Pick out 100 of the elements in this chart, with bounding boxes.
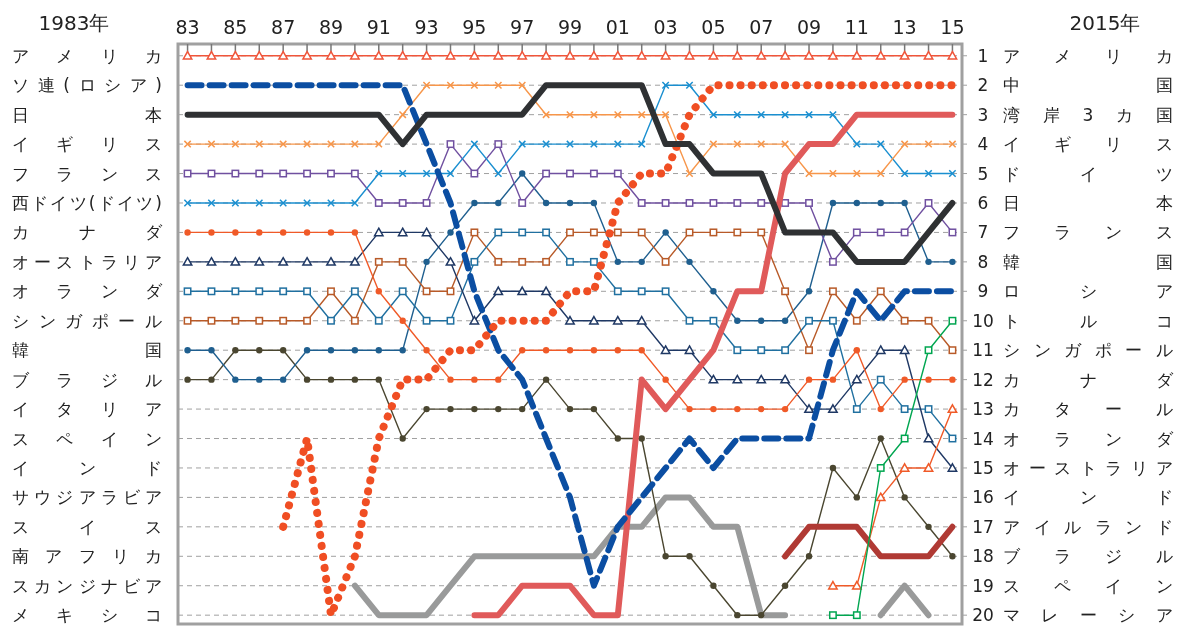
text: マレーシア xyxy=(1003,605,1173,626)
y-tick-label: 12 xyxy=(972,369,994,390)
point xyxy=(255,169,264,178)
point xyxy=(542,199,550,207)
point xyxy=(542,140,551,149)
text: 韓国 xyxy=(1003,251,1173,272)
point xyxy=(613,110,622,119)
point xyxy=(781,140,790,149)
point xyxy=(949,376,956,383)
y-tick-label: 2 xyxy=(977,75,989,96)
point xyxy=(518,140,527,149)
point xyxy=(876,464,885,472)
point xyxy=(542,257,551,266)
point xyxy=(827,50,838,60)
point xyxy=(853,346,861,354)
point xyxy=(780,374,791,384)
text: アメリカ xyxy=(12,45,162,66)
point xyxy=(183,287,192,296)
point xyxy=(399,346,406,354)
point xyxy=(397,227,408,237)
point xyxy=(303,140,312,149)
point xyxy=(876,140,885,149)
point xyxy=(470,228,479,237)
point xyxy=(519,405,526,413)
x-tick-label: 11 xyxy=(844,16,869,38)
x-tick-label: 87 xyxy=(271,16,296,38)
point xyxy=(518,199,527,207)
point xyxy=(326,256,336,266)
point xyxy=(733,199,742,207)
point xyxy=(373,227,384,237)
point xyxy=(805,288,813,295)
point xyxy=(661,199,670,207)
point xyxy=(470,169,479,178)
point xyxy=(661,81,670,90)
point xyxy=(206,256,217,266)
point xyxy=(613,228,622,237)
point xyxy=(614,258,622,266)
point xyxy=(232,346,239,354)
point xyxy=(422,316,431,325)
point xyxy=(805,316,813,325)
point xyxy=(183,140,192,149)
point xyxy=(542,376,550,383)
point xyxy=(565,50,575,60)
point xyxy=(374,169,383,178)
point xyxy=(207,287,216,296)
point xyxy=(637,228,646,237)
point xyxy=(851,374,862,384)
point xyxy=(471,376,478,383)
point xyxy=(734,611,741,619)
point xyxy=(230,50,241,60)
point xyxy=(756,50,767,60)
point xyxy=(423,405,430,413)
text: インド xyxy=(12,457,162,478)
point xyxy=(827,580,838,590)
text: スペイン xyxy=(1003,575,1173,596)
point xyxy=(447,376,454,383)
point xyxy=(184,229,191,236)
point xyxy=(685,228,694,237)
point xyxy=(590,405,598,413)
point xyxy=(255,140,264,149)
point xyxy=(614,435,622,442)
point xyxy=(375,346,382,354)
point xyxy=(924,405,933,414)
point xyxy=(279,316,288,325)
point xyxy=(494,169,503,178)
point xyxy=(566,228,574,237)
point xyxy=(398,199,407,207)
point xyxy=(374,316,383,325)
point xyxy=(590,346,598,354)
point xyxy=(851,50,862,60)
text: メキシコ xyxy=(12,605,162,626)
point xyxy=(637,199,646,207)
point xyxy=(638,346,645,354)
point xyxy=(685,169,694,178)
point xyxy=(757,199,766,207)
y-tick-label: 10 xyxy=(972,310,994,331)
point xyxy=(447,405,454,413)
point xyxy=(781,287,790,296)
point xyxy=(827,404,838,414)
text: シンガポール xyxy=(12,310,162,331)
text: 南アフリカ xyxy=(12,546,162,567)
point xyxy=(686,553,693,560)
point xyxy=(399,435,406,442)
point xyxy=(781,582,789,589)
point xyxy=(471,199,478,207)
point xyxy=(398,110,407,119)
point xyxy=(254,256,265,266)
y-tick-label: 14 xyxy=(972,428,994,449)
point xyxy=(710,288,717,295)
point xyxy=(900,169,909,178)
x-tick-label: 05 xyxy=(701,16,726,38)
y-tick-label: 13 xyxy=(972,399,994,420)
x-tick-label: 09 xyxy=(796,16,822,38)
text: イギリス xyxy=(12,134,162,155)
point xyxy=(232,376,239,383)
point xyxy=(758,611,765,619)
y-tick-label: 1 xyxy=(977,45,989,66)
text: アイルランド xyxy=(1003,516,1173,537)
text: シンガポール xyxy=(1003,340,1173,361)
point xyxy=(446,169,455,178)
